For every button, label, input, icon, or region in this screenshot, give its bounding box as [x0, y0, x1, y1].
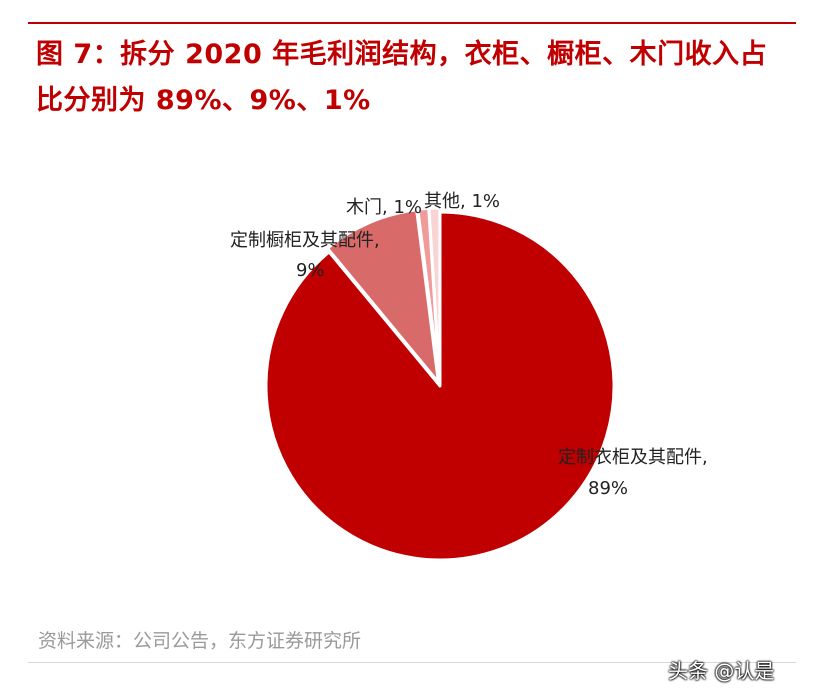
- figure-title: 图 7：拆分 2020 年毛利润结构，衣柜、橱柜、木门收入占 比分别为 89%、…: [36, 32, 796, 124]
- slice-value-cabinet: 9%: [296, 260, 325, 281]
- slice-label-door: 木门, 1%: [346, 197, 422, 218]
- pie-slices: [264, 206, 616, 562]
- figure-title-line1: 图 7：拆分 2020 年毛利润结构，衣柜、橱柜、木门收入占: [36, 39, 768, 70]
- top-rule: [28, 22, 796, 24]
- bottom-rule: [28, 662, 796, 663]
- figure-title-line2: 比分别为 89%、9%、1%: [36, 85, 371, 116]
- slice-label-other: 其他, 1%: [424, 191, 500, 212]
- pie-slice-other: [427, 206, 442, 384]
- slice-label-cabinet: 定制橱柜及其配件,: [230, 230, 380, 251]
- pie-labels: 定制衣柜及其配件, 89% 定制橱柜及其配件, 9% 木门, 1% 其他, 1%: [230, 191, 708, 499]
- pie-slice-wardrobe: [264, 210, 616, 562]
- watermark: 头条 @认是: [668, 659, 775, 683]
- slice-label-wardrobe: 定制衣柜及其配件,: [558, 447, 708, 468]
- pie-slice-cabinet: [326, 208, 440, 384]
- source-note: 资料来源：公司公告，东方证券研究所: [38, 630, 362, 652]
- slice-value-wardrobe: 89%: [588, 478, 628, 499]
